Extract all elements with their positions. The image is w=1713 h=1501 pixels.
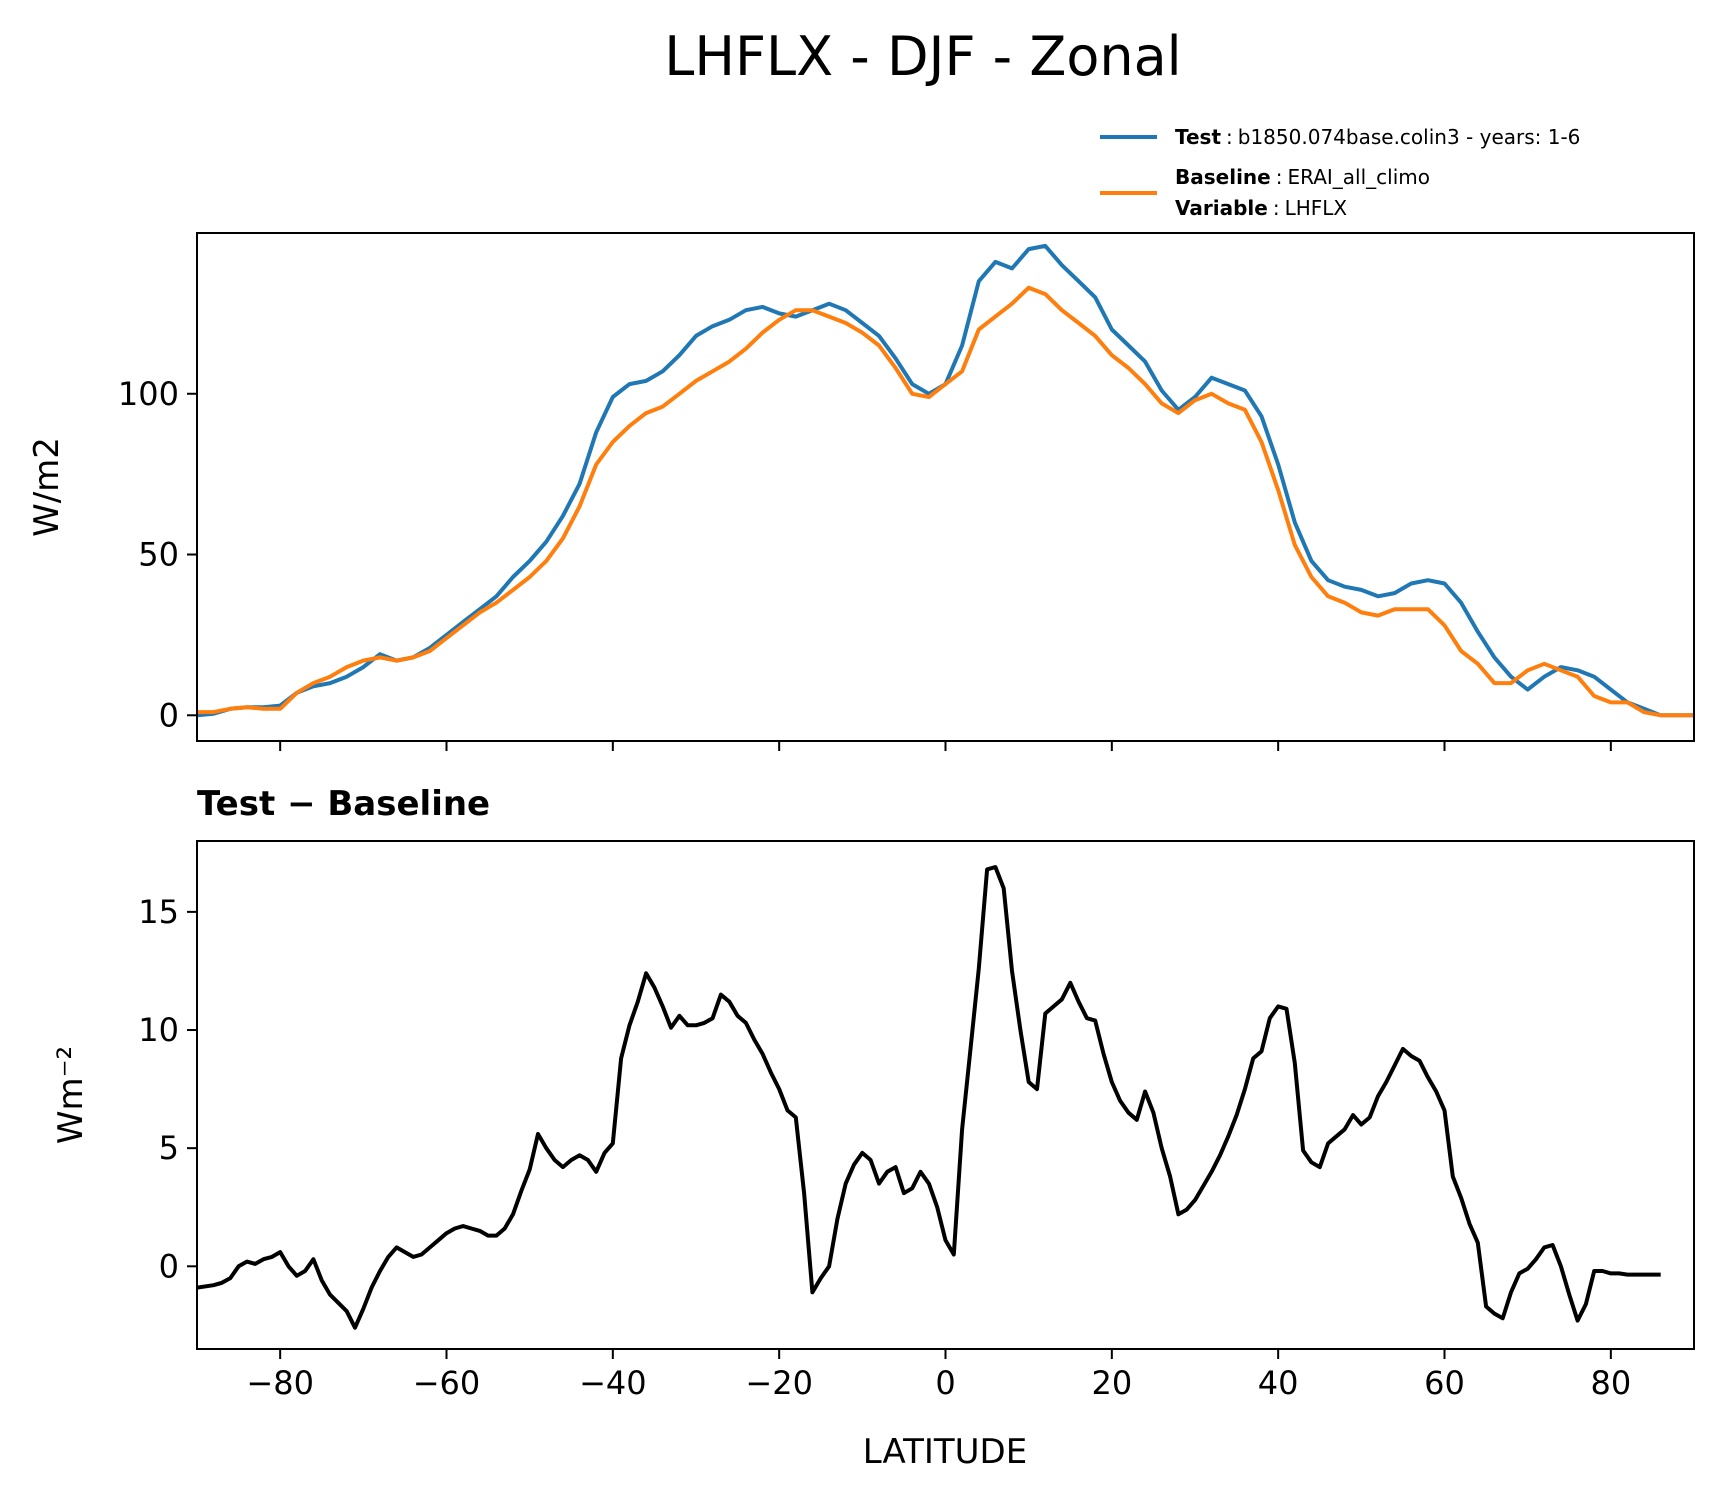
top-y-tick-label-50: 50 [138,536,179,574]
top-panel: 0 50 100 W/m2 [27,232,1695,751]
top-y-tick-label-0: 0 [159,696,179,734]
legend-text-baseline: Baseline: ERAI_all_climo [1175,165,1430,189]
bottom-x-tick-label--40: −40 [579,1364,647,1402]
legend-key-test: Test [1175,125,1221,149]
x-axis-label: LATITUDE [863,1432,1027,1472]
bottom-y-axis-label: Wm⁻² [51,1046,91,1144]
legend-sep-test: : [1226,125,1233,149]
legend-key-baseline: Baseline [1175,165,1271,189]
bottom-y-ticks: 0 5 10 15 [138,893,197,1285]
top-plot-lines [197,243,1694,718]
bottom-plot-lines [197,865,1661,1330]
legend: Test: b1850.074base.colin3 - years: 1-6 B… [1100,125,1580,220]
legend-sep-variable: : [1273,196,1280,220]
legend-value-test: b1850.074base.colin3 - years: 1-6 [1238,125,1581,149]
bottom-series-line-test-baseline [197,865,1661,1330]
top-y-axis-label: W/m2 [27,437,67,537]
bottom-y-tick-label-10: 10 [138,1011,179,1049]
bottom-x-ticks: −80 −60 −40 −20 0 20 40 60 80 [246,1349,1631,1402]
bottom-y-tick-label-5: 5 [159,1129,179,1167]
legend-key-variable: Variable [1175,196,1268,220]
bottom-panel-title: Test − Baseline [197,784,490,824]
chart-title: LHFLX - DJF - Zonal [664,25,1181,88]
bottom-x-tick-label--20: −20 [745,1364,813,1402]
legend-text-test: Test: b1850.074base.colin3 - years: 1-6 [1175,125,1580,149]
legend-value-baseline: ERAI_all_climo [1287,165,1430,189]
bottom-panel: Test − Baseline 0 5 10 15 −80 −60 −40 −20 0 20 40… [51,784,1695,1472]
legend-text-variable: Variable: LHFLX [1175,196,1347,220]
bottom-x-tick-label-20: 20 [1091,1364,1132,1402]
top-y-ticks: 0 50 100 [118,375,197,734]
bottom-x-tick-label-60: 60 [1424,1364,1465,1402]
legend-value-variable: LHFLX [1285,196,1348,220]
bottom-x-tick-label-0: 0 [935,1364,955,1402]
bottom-y-tick-label-15: 15 [138,893,179,931]
top-x-ticks [279,741,1612,751]
bottom-x-tick-label--80: −80 [246,1364,314,1402]
bottom-x-tick-label-40: 40 [1258,1364,1299,1402]
bottom-y-tick-label-0: 0 [159,1247,179,1285]
bottom-x-tick-label-80: 80 [1590,1364,1631,1402]
legend-sep-baseline: : [1276,165,1283,189]
bottom-x-tick-label--60: −60 [413,1364,481,1402]
top-series-line-baseline [197,285,1694,718]
top-y-tick-label-100: 100 [118,375,179,413]
